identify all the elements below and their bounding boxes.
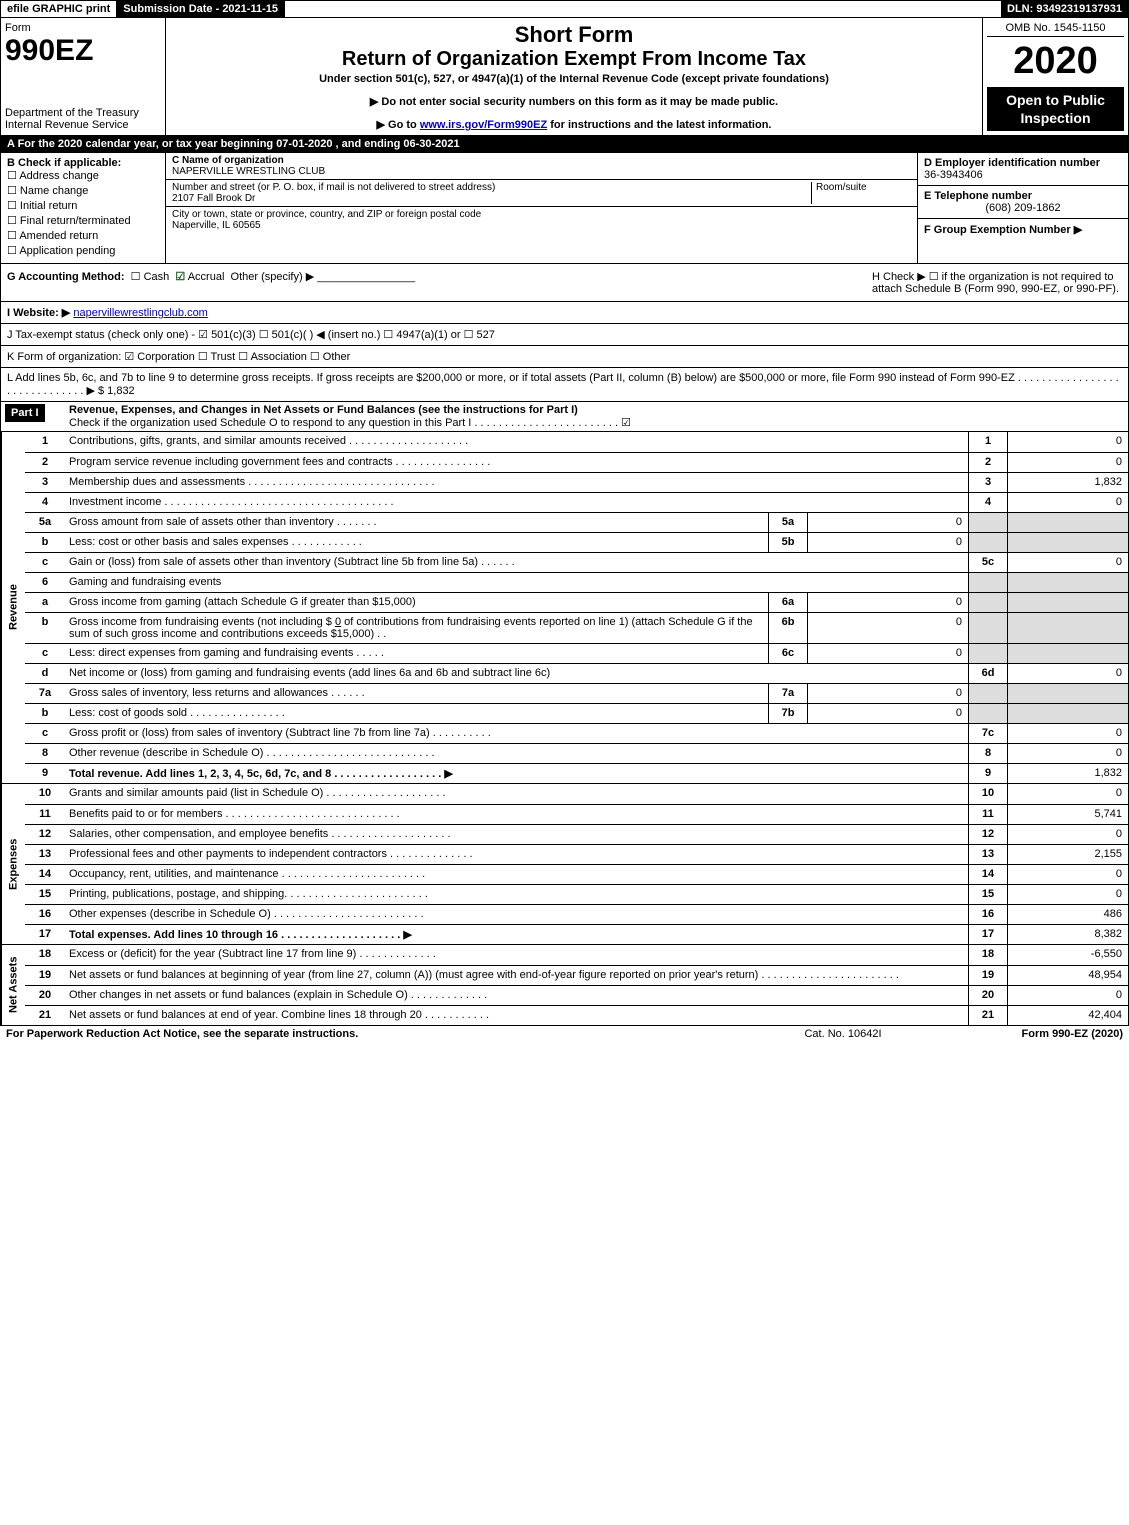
- form-number: 990EZ: [5, 34, 161, 68]
- line16-val: 486: [1008, 905, 1128, 924]
- form-label: Form: [5, 22, 161, 34]
- note-link-post: for instructions and the latest informat…: [547, 119, 771, 131]
- addr-label: Number and street (or P. O. box, if mail…: [172, 182, 811, 193]
- city-label: City or town, state or province, country…: [172, 209, 911, 220]
- dept-irs: Internal Revenue Service: [5, 119, 161, 131]
- tel-value: (608) 209-1862: [924, 202, 1122, 214]
- group-exemption-label: F Group Exemption Number ▶: [924, 223, 1122, 236]
- addr-value: 2107 Fall Brook Dr: [172, 193, 811, 204]
- netassets-section: Net Assets 18Excess or (deficit) for the…: [1, 945, 1128, 1025]
- spacer: [285, 1, 1001, 17]
- row-i: I Website: ▶ napervillewrestlingclub.com: [0, 302, 1129, 324]
- line20-val: 0: [1008, 986, 1128, 1005]
- subtitle: Under section 501(c), 527, or 4947(a)(1)…: [172, 73, 976, 85]
- chk-pending[interactable]: ☐ Application pending: [7, 244, 159, 257]
- form-header: Form 990EZ Department of the Treasury In…: [0, 18, 1129, 136]
- chk-amended[interactable]: ☐ Amended return: [7, 229, 159, 242]
- line14-val: 0: [1008, 865, 1128, 884]
- room-label: Room/suite: [811, 182, 911, 204]
- line19-val: 48,954: [1008, 966, 1128, 985]
- opt-cash[interactable]: Cash: [144, 271, 170, 283]
- title-return: Return of Organization Exempt From Incom…: [172, 48, 976, 71]
- website-link[interactable]: napervillewrestlingclub.com: [73, 307, 208, 319]
- row-j: J Tax-exempt status (check only one) - ☑…: [0, 324, 1129, 346]
- line6d-val: 0: [1008, 664, 1128, 683]
- line9-val: 1,832: [1008, 764, 1128, 783]
- chk-final[interactable]: ☐ Final return/terminated: [7, 214, 159, 227]
- omb-number: OMB No. 1545-1150: [987, 22, 1124, 37]
- website-label: I Website: ▶: [7, 307, 70, 319]
- part1-title: Revenue, Expenses, and Changes in Net As…: [69, 404, 1124, 416]
- line21-val: 42,404: [1008, 1006, 1128, 1025]
- box-c: C Name of organization NAPERVILLE WRESTL…: [166, 153, 918, 263]
- part1-table: Revenue 1Contributions, gifts, grants, a…: [0, 432, 1129, 1026]
- revenue-section: Revenue 1Contributions, gifts, grants, a…: [1, 432, 1128, 784]
- line13-val: 2,155: [1008, 845, 1128, 864]
- chk-name[interactable]: ☐ Name change: [7, 184, 159, 197]
- footer-notice: For Paperwork Reduction Act Notice, see …: [6, 1028, 743, 1040]
- org-name-label: C Name of organization: [172, 155, 911, 166]
- submission-date: Submission Date - 2021-11-15: [117, 1, 285, 17]
- netassets-side-label: Net Assets: [1, 945, 25, 1025]
- line1-val: 0: [1008, 432, 1128, 452]
- ein-value: 36-3943406: [924, 169, 1122, 181]
- org-name: NAPERVILLE WRESTLING CLUB: [172, 166, 911, 177]
- chk-initial[interactable]: ☐ Initial return: [7, 199, 159, 212]
- line11-val: 5,741: [1008, 805, 1128, 824]
- line5c-val: 0: [1008, 553, 1128, 572]
- line3-val: 1,832: [1008, 473, 1128, 492]
- footer-formref: Form 990-EZ (2020): [943, 1028, 1123, 1040]
- tax-year: 2020: [987, 37, 1124, 87]
- line2-val: 0: [1008, 453, 1128, 472]
- part1-label: Part I: [5, 404, 45, 422]
- revenue-side-label: Revenue: [1, 432, 25, 783]
- dept-treasury: Department of the Treasury: [5, 107, 161, 119]
- footer-catno: Cat. No. 10642I: [743, 1028, 943, 1040]
- header-right: OMB No. 1545-1150 2020 Open to Public In…: [983, 18, 1128, 135]
- line4-val: 0: [1008, 493, 1128, 512]
- expenses-section: Expenses 10Grants and similar amounts pa…: [1, 784, 1128, 945]
- header-center: Short Form Return of Organization Exempt…: [166, 18, 983, 135]
- accounting-method: G Accounting Method: ☐ Cash ☑ Accrual Ot…: [7, 270, 872, 295]
- note-ssn: ▶ Do not enter social security numbers o…: [172, 95, 976, 108]
- dln-number: DLN: 93492319137931: [1001, 1, 1128, 17]
- note-link-pre: ▶ Go to: [377, 119, 420, 131]
- irs-link[interactable]: www.irs.gov/Form990EZ: [420, 119, 547, 131]
- line15-val: 0: [1008, 885, 1128, 904]
- ein-label: D Employer identification number: [924, 157, 1122, 169]
- city-value: Naperville, IL 60565: [172, 220, 911, 231]
- row-k: K Form of organization: ☑ Corporation ☐ …: [0, 346, 1129, 368]
- chk-address[interactable]: ☐ Address change: [7, 169, 159, 182]
- box-h: H Check ▶ ☐ if the organization is not r…: [872, 270, 1122, 295]
- open-public-box: Open to Public Inspection: [987, 87, 1124, 131]
- title-short-form: Short Form: [172, 22, 976, 48]
- part1-header: Part I Revenue, Expenses, and Changes in…: [0, 402, 1129, 432]
- line10-val: 0: [1008, 784, 1128, 804]
- expenses-side-label: Expenses: [1, 784, 25, 944]
- opt-other[interactable]: Other (specify) ▶: [231, 271, 315, 283]
- efile-label[interactable]: efile GRAPHIC print: [1, 1, 117, 17]
- line8-val: 0: [1008, 744, 1128, 763]
- section-a-period: A For the 2020 calendar year, or tax yea…: [0, 136, 1129, 153]
- row-g-h: G Accounting Method: ☐ Cash ☑ Accrual Ot…: [0, 264, 1129, 302]
- line18-val: -6,550: [1008, 945, 1128, 965]
- line12-val: 0: [1008, 825, 1128, 844]
- line17-val: 8,382: [1008, 925, 1128, 944]
- part1-check: Check if the organization used Schedule …: [69, 416, 1124, 429]
- header-left: Form 990EZ Department of the Treasury In…: [1, 18, 166, 135]
- box-b-label: B Check if applicable:: [7, 157, 159, 169]
- note-link: ▶ Go to www.irs.gov/Form990EZ for instru…: [172, 118, 976, 131]
- opt-accrual[interactable]: Accrual: [188, 271, 225, 283]
- box-b: B Check if applicable: ☐ Address change …: [1, 153, 166, 263]
- tel-label: E Telephone number: [924, 190, 1122, 202]
- box-d: D Employer identification number 36-3943…: [918, 153, 1128, 263]
- top-bar: efile GRAPHIC print Submission Date - 20…: [0, 0, 1129, 18]
- page-footer: For Paperwork Reduction Act Notice, see …: [0, 1026, 1129, 1042]
- row-l: L Add lines 5b, 6c, and 7b to line 9 to …: [0, 368, 1129, 402]
- line7c-val: 0: [1008, 724, 1128, 743]
- info-boxes: B Check if applicable: ☐ Address change …: [0, 153, 1129, 264]
